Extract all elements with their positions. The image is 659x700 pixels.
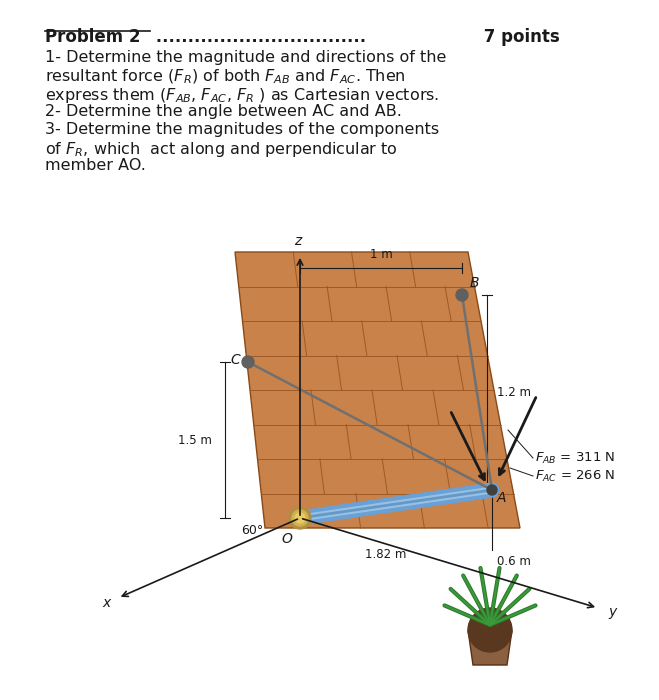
Text: C: C <box>230 353 240 367</box>
Circle shape <box>295 513 305 523</box>
Text: $F_{AB}$ = 311 N: $F_{AB}$ = 311 N <box>535 451 616 466</box>
Text: 1.82 m: 1.82 m <box>365 548 407 561</box>
Circle shape <box>292 510 308 526</box>
Text: y: y <box>608 605 616 619</box>
Text: 2- Determine the angle between AC and AB.: 2- Determine the angle between AC and AB… <box>45 104 402 119</box>
Text: member AO.: member AO. <box>45 158 146 173</box>
Text: express them ($F_{AB}$, $F_{AC}$, $F_R$ ) as Cartesian vectors.: express them ($F_{AB}$, $F_{AC}$, $F_R$ … <box>45 86 440 105</box>
Circle shape <box>242 356 254 368</box>
Text: .................................: ................................. <box>150 28 366 46</box>
Circle shape <box>289 507 311 529</box>
Text: A: A <box>497 491 507 505</box>
Circle shape <box>468 608 512 652</box>
Text: 1.5 m: 1.5 m <box>178 433 212 447</box>
Text: $F_{AC}$ = 266 N: $F_{AC}$ = 266 N <box>535 468 616 484</box>
Text: B: B <box>470 276 480 290</box>
Circle shape <box>487 485 497 495</box>
Text: 1.2 m: 1.2 m <box>497 386 531 399</box>
Text: of $F_R$, which  act along and perpendicular to: of $F_R$, which act along and perpendicu… <box>45 140 398 159</box>
Text: 7 points: 7 points <box>478 28 559 46</box>
Text: resultant force ($F_R$) of both $F_{AB}$ and $F_{AC}$. Then: resultant force ($F_R$) of both $F_{AB}$… <box>45 68 406 86</box>
Text: z: z <box>295 234 302 248</box>
Text: 60°: 60° <box>241 524 263 536</box>
Polygon shape <box>235 252 520 528</box>
Circle shape <box>456 289 468 301</box>
Polygon shape <box>468 630 512 665</box>
Text: 1- Determine the magnitude and directions of the: 1- Determine the magnitude and direction… <box>45 50 446 65</box>
Text: 1 m: 1 m <box>370 248 392 261</box>
Text: Problem 2: Problem 2 <box>45 28 140 46</box>
Text: 0.6 m: 0.6 m <box>497 555 531 568</box>
Text: 3- Determine the magnitudes of the components: 3- Determine the magnitudes of the compo… <box>45 122 439 137</box>
Text: x: x <box>102 596 110 610</box>
Text: O: O <box>281 532 292 546</box>
